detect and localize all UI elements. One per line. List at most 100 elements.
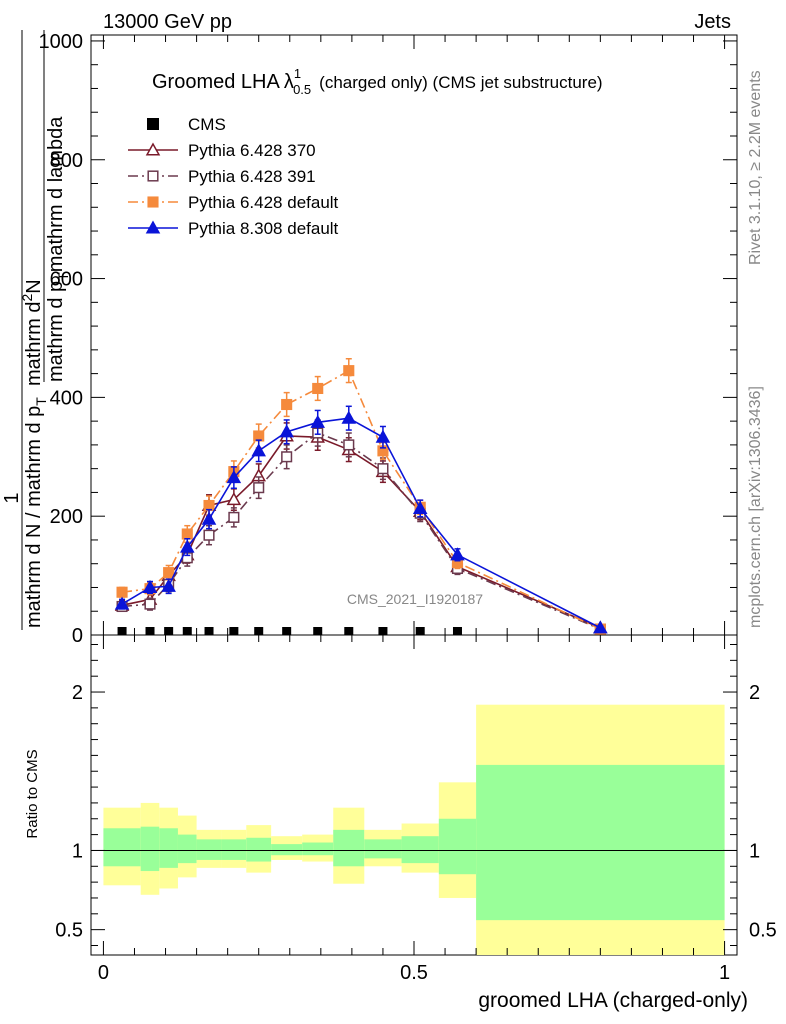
- data-point-p391: [203, 529, 215, 541]
- data-point-p8def: [251, 443, 266, 457]
- data-point-p8def: [341, 410, 357, 424]
- data-point-p8def: [114, 596, 130, 610]
- ratio-band-inner: [221, 839, 247, 860]
- legend-marker-p391: [147, 170, 159, 182]
- legend: CMS Pythia 6.428 370 Pythia 6.428 391 Pythi…: [128, 115, 339, 238]
- data-point-cms: [313, 627, 323, 635]
- series-p8def: [114, 405, 608, 634]
- data-point-p391: [343, 439, 355, 451]
- y-tick-label: 400: [50, 387, 83, 409]
- y-tick-label: 800: [50, 150, 83, 172]
- data-point-cms: [182, 627, 192, 635]
- ratio-band-inner: [438, 818, 477, 875]
- series-cms: [117, 627, 605, 635]
- rivet-version: Rivet 3.1.10, ≥ 2.2M events: [747, 70, 764, 265]
- series-layer: [114, 358, 608, 635]
- data-point-p8def: [142, 579, 158, 594]
- data-point-cms: [452, 627, 462, 635]
- data-point-cms: [117, 627, 127, 635]
- ylabel-denominator-2: mathrm d pTmathrm d lambda: [45, 116, 71, 382]
- y-tick-label: 600: [50, 269, 83, 291]
- data-point-p8def: [375, 429, 391, 443]
- data-point-p8def: [412, 500, 428, 515]
- ratio-ylabel: Ratio to CMS: [24, 749, 41, 838]
- data-point-cms: [254, 627, 264, 635]
- data-point-p391: [377, 463, 389, 475]
- ratio-band-inner: [271, 844, 303, 856]
- data-point-cms: [229, 627, 239, 635]
- analysis-watermark: CMS_2021_I1920187: [347, 591, 483, 607]
- data-point-p8def: [310, 414, 325, 428]
- ylabel-denominator-1: mathrm d N / mathrm d pT: [23, 397, 49, 628]
- data-point-cms: [415, 627, 425, 635]
- ylabel-numerator-2: mathrm d2N: [19, 279, 45, 386]
- data-point-p6def: [281, 398, 293, 411]
- data-point-cms: [204, 627, 214, 635]
- data-point-p391: [144, 598, 156, 610]
- legend-label-p6def: Pythia 6.428 default: [188, 193, 339, 212]
- chart-title: Groomed LHA λ1 0.5 (charged only) (CMS jet …: [152, 66, 603, 97]
- ratio-y-tick-label: 1: [72, 840, 83, 862]
- ratio-y-tick-label: 0.5: [749, 920, 777, 942]
- x-axis-label: groomed LHA (charged-only): [478, 989, 748, 1012]
- y-tick-label: 1000: [39, 31, 84, 53]
- ratio-y-tick-label: 2: [749, 682, 760, 704]
- legend-marker-p370: [145, 142, 161, 156]
- y-tick-label: 0: [72, 625, 83, 647]
- legend-label-p391: Pythia 6.428 391: [188, 167, 316, 186]
- data-point-p6def: [181, 528, 193, 540]
- data-point-cms: [344, 627, 354, 635]
- data-point-p8def: [180, 539, 195, 553]
- ratio-band-inner: [302, 842, 334, 856]
- data-point-cms: [164, 627, 174, 635]
- y-axis-label: 1 mathrm d N / mathrm d pT mathrm d2N ma…: [1, 30, 71, 630]
- data-point-p6def: [343, 365, 355, 377]
- legend-marker-cms: [147, 118, 159, 130]
- data-point-p391: [253, 482, 265, 494]
- legend-marker-p6def: [147, 196, 159, 208]
- ratio-band-inner: [476, 764, 725, 921]
- data-point-p8def: [161, 578, 176, 592]
- x-tick-label: 0.5: [400, 962, 428, 984]
- data-point-p8def: [201, 511, 217, 525]
- data-point-cms: [145, 627, 155, 635]
- x-tick-label: 1: [719, 962, 730, 984]
- data-point-p6def: [163, 567, 175, 579]
- ratio-bands: [103, 704, 725, 955]
- ratio-y-tick-label: 1: [749, 840, 760, 862]
- data-point-p391: [281, 451, 293, 463]
- series-line-p8def: [121, 417, 601, 629]
- header-beam: 13000 GeV pp: [103, 11, 232, 33]
- ratio-band-inner: [103, 828, 141, 867]
- ratio-band-inner: [140, 826, 160, 872]
- data-point-p8def: [450, 547, 465, 561]
- data-point-p6def: [253, 430, 265, 442]
- legend-label-p370: Pythia 6.428 370: [188, 141, 316, 160]
- data-point-p6def: [116, 586, 128, 598]
- ratio-band-inner: [364, 839, 402, 859]
- data-point-p6def: [312, 382, 324, 395]
- x-tick-label: 0: [98, 962, 109, 984]
- legend-label-p8def: Pythia 8.308 default: [188, 219, 339, 238]
- data-point-cms: [378, 627, 388, 635]
- y-tick-label: 200: [50, 506, 83, 528]
- legend-label-cms: CMS: [188, 115, 226, 134]
- ratio-y-tick-label: 2: [72, 682, 83, 704]
- data-point-p391: [228, 511, 240, 523]
- data-point-p370: [226, 492, 242, 506]
- ratio-band-inner: [196, 839, 222, 860]
- header-process: Jets: [694, 11, 731, 33]
- mcplots-credit: mcplots.cern.ch [arXiv:1306.3436]: [747, 386, 764, 628]
- data-point-p8def: [279, 424, 294, 438]
- ratio-band-inner: [401, 836, 439, 864]
- data-point-cms: [282, 627, 292, 635]
- ratio-band-inner: [246, 837, 272, 862]
- ratio-band-inner: [177, 834, 197, 864]
- ratio-band-inner: [333, 829, 365, 867]
- ratio-band-inner: [159, 828, 178, 868]
- ratio-y-tick-label: 0.5: [55, 920, 83, 942]
- data-point-p6def: [203, 499, 215, 512]
- data-point-p8def: [226, 470, 242, 484]
- data-point-p8def: [593, 620, 608, 634]
